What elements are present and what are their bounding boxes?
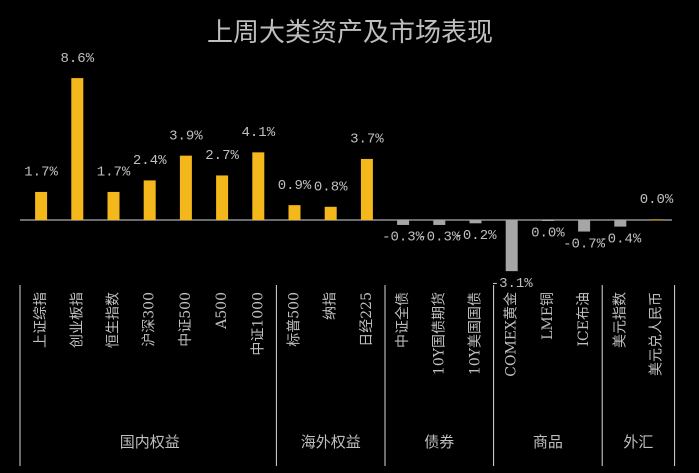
bar <box>505 220 518 272</box>
data-label: -0.4% <box>599 231 642 247</box>
bar <box>324 206 337 220</box>
data-label: 0.0% <box>640 192 674 208</box>
bar <box>216 175 229 220</box>
data-label: 0.9% <box>278 178 312 194</box>
bar <box>578 220 591 232</box>
bar <box>650 219 663 221</box>
data-label: 4.1% <box>241 125 275 141</box>
bar <box>107 191 120 220</box>
x-tick-label: 美元指数 <box>612 292 628 348</box>
bar <box>179 155 192 220</box>
bar <box>469 220 482 224</box>
data-label: 0.0% <box>531 225 565 241</box>
data-label: 1.7% <box>24 165 58 181</box>
data-label: 3.7% <box>350 132 384 148</box>
bar <box>397 220 410 225</box>
x-tick-label: 沪深300 <box>142 292 158 347</box>
group-label: 商品 <box>533 433 563 451</box>
data-label: -3.1% <box>491 276 534 292</box>
x-tick-label: 纳指 <box>323 292 339 320</box>
bar <box>541 220 554 221</box>
bar <box>360 158 373 220</box>
data-label: 0.8% <box>314 180 348 196</box>
x-tick-label: LME铜 <box>540 292 556 340</box>
x-tick-label: 10Y美国国债 <box>468 292 484 375</box>
x-tick-label: A500 <box>214 292 230 330</box>
bar <box>252 152 265 220</box>
bar <box>143 180 156 220</box>
bar <box>71 78 84 220</box>
data-label: 3.9% <box>169 128 203 144</box>
x-tick-label: 创业板指 <box>69 292 85 348</box>
group-label: 外汇 <box>623 433 653 451</box>
group-label: 海外权益 <box>301 433 361 451</box>
x-tick-label: 中证500 <box>178 292 194 347</box>
bar <box>288 205 301 220</box>
data-label: -0.3% <box>382 230 425 246</box>
data-label: 1.7% <box>97 165 131 181</box>
x-tick-label: 中证全债 <box>394 292 411 348</box>
x-tick-label: 美元兑人民币 <box>649 292 665 376</box>
data-label: 8.6% <box>60 51 94 67</box>
group-label: 债券 <box>424 433 454 451</box>
x-tick-label: 恒生指数 <box>106 292 122 348</box>
data-label: -0.3% <box>418 230 461 246</box>
x-tick-label: 日经225 <box>359 292 375 347</box>
x-tick-label: 上证综指 <box>33 292 49 348</box>
bar <box>35 191 48 220</box>
x-tick-label: 10Y国债期货 <box>430 292 447 375</box>
data-label: -0.7% <box>563 236 606 252</box>
bar <box>614 220 627 227</box>
bar <box>433 220 446 225</box>
group-label: 国内权益 <box>120 433 180 451</box>
data-label: 2.4% <box>133 153 167 169</box>
x-tick-label: COMEX黄金 <box>503 292 520 377</box>
x-tick-label: ICE布油 <box>576 292 592 346</box>
data-label: 2.7% <box>205 148 239 164</box>
chart-title: 上周大类资产及市场表现 <box>207 18 493 48</box>
x-tick-label: 标普500 <box>287 292 303 347</box>
data-label: -0.2% <box>454 228 497 244</box>
x-tick-label: 中证1000 <box>250 292 266 356</box>
